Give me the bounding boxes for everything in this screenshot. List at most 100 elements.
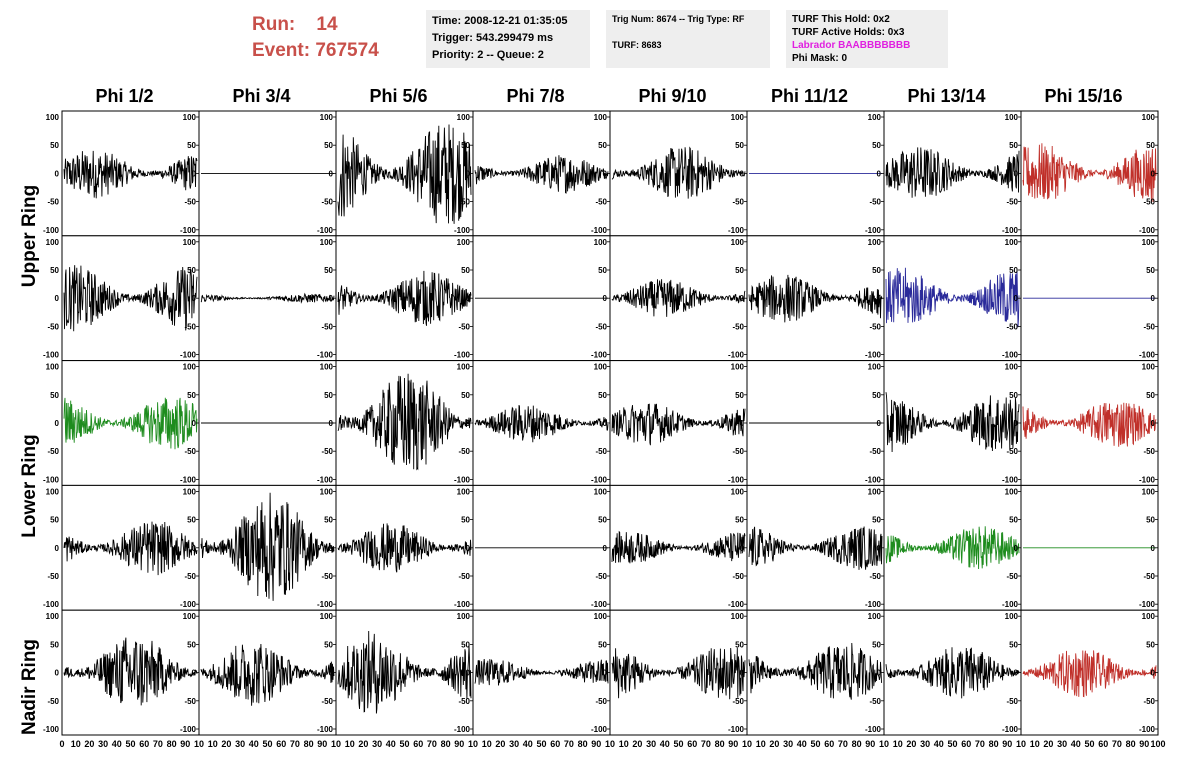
x-tick-label: 40: [112, 739, 122, 749]
y-tick-label: 50: [598, 141, 607, 150]
y-tick-label: 50: [872, 391, 881, 400]
x-tick-label: 60: [550, 739, 560, 749]
trig-num-text: Trig Num: 8674 -- Trig Type: RF: [612, 14, 745, 24]
y-tick-label: 50: [50, 640, 59, 649]
waveform-trace: [337, 523, 472, 573]
x-tick-label: 80: [852, 739, 862, 749]
y-tick-label: -100: [43, 600, 60, 609]
y-tick-label: -50: [1143, 198, 1155, 207]
y-tick-label: 0: [740, 169, 745, 178]
y-tick-label: 0: [603, 294, 608, 303]
x-tick-label: 20: [495, 739, 505, 749]
y-tick-label: -50: [47, 447, 59, 456]
y-tick-label: -50: [1006, 198, 1018, 207]
y-tick-label: -100: [317, 351, 334, 360]
x-tick-label: 60: [687, 739, 697, 749]
y-tick-label: -100: [43, 475, 60, 484]
y-tick-label: -50: [869, 447, 881, 456]
y-tick-label: -100: [865, 226, 882, 235]
y-tick-label: -100: [591, 226, 608, 235]
y-tick-label: -100: [728, 600, 745, 609]
y-tick-label: 100: [1005, 487, 1019, 496]
waveform-trace: [1022, 143, 1157, 202]
x-tick-label: 10: [194, 739, 204, 749]
y-tick-label: 100: [320, 363, 334, 372]
y-tick-label: 0: [877, 669, 882, 678]
waveform-trace: [200, 643, 335, 706]
y-tick-label: 100: [868, 113, 882, 122]
run-value: 14: [316, 14, 338, 35]
x-tick-label: 10: [345, 739, 355, 749]
run-label: Run:: [252, 14, 296, 35]
y-tick-label: 100: [320, 612, 334, 621]
y-tick-label: -50: [1143, 697, 1155, 706]
y-tick-label: -50: [321, 198, 333, 207]
turf-text: TURF: 8683: [612, 40, 662, 50]
x-tick-label: 60: [1098, 739, 1108, 749]
y-tick-label: -50: [1006, 697, 1018, 706]
trig-info-box: Trig Num: 8674 -- Trig Type: RF TURF: 86…: [606, 10, 770, 68]
y-tick-label: 100: [457, 487, 471, 496]
y-tick-label: -50: [869, 572, 881, 581]
y-tick-label: -100: [591, 351, 608, 360]
waveform-trace: [611, 530, 746, 564]
y-tick-label: 50: [187, 141, 196, 150]
y-tick-label: 50: [1009, 640, 1018, 649]
time-info-box: Time: 2008-12-21 01:35:05 Trigger: 543.2…: [426, 10, 590, 68]
y-tick-label: 100: [868, 487, 882, 496]
y-tick-label: 100: [1142, 238, 1156, 247]
waveform-trace: [611, 647, 746, 700]
y-tick-label: 50: [461, 141, 470, 150]
x-tick-label: 10: [331, 739, 341, 749]
y-tick-label: 0: [1014, 544, 1019, 553]
waveform-trace: [337, 373, 472, 471]
x-tick-label: 40: [934, 739, 944, 749]
y-tick-label: -100: [43, 725, 60, 734]
x-tick-label: 70: [427, 739, 437, 749]
y-tick-label: 50: [735, 266, 744, 275]
y-tick-label: 0: [466, 544, 471, 553]
y-tick-label: 100: [868, 238, 882, 247]
y-tick-label: -100: [454, 600, 471, 609]
column-header-phi-15-16: Phi 15/16: [1044, 86, 1123, 106]
x-tick-label: 50: [536, 739, 546, 749]
waveform-trace: [748, 642, 883, 700]
y-tick-label: -50: [321, 447, 333, 456]
y-tick-label: -100: [865, 600, 882, 609]
y-tick-label: 100: [594, 113, 608, 122]
y-tick-label: 0: [740, 669, 745, 678]
y-tick-label: 0: [877, 169, 882, 178]
x-tick-label: 10: [879, 739, 889, 749]
column-header-phi-13-14: Phi 13/14: [907, 86, 986, 106]
y-tick-label: 100: [46, 487, 60, 496]
y-tick-label: 50: [872, 141, 881, 150]
y-tick-label: -50: [1006, 572, 1018, 581]
y-tick-label: 100: [46, 238, 60, 247]
y-tick-label: -100: [865, 475, 882, 484]
y-tick-label: 0: [329, 169, 334, 178]
y-tick-label: 100: [457, 238, 471, 247]
y-tick-label: 50: [1146, 266, 1155, 275]
y-tick-label: 50: [461, 640, 470, 649]
waveform-trace: [200, 292, 335, 304]
column-header-phi-11-12: Phi 11/12: [770, 86, 849, 106]
waveform-trace: [337, 270, 472, 326]
y-tick-label: 0: [1151, 419, 1156, 428]
y-tick-label: 50: [50, 516, 59, 525]
x-tick-label: 40: [523, 739, 533, 749]
y-tick-label: -100: [317, 600, 334, 609]
y-tick-label: -50: [458, 572, 470, 581]
y-tick-label: -100: [1139, 600, 1156, 609]
y-tick-label: -50: [869, 198, 881, 207]
y-tick-label: 0: [192, 419, 197, 428]
y-tick-label: 0: [877, 294, 882, 303]
y-tick-label: 50: [50, 141, 59, 150]
y-tick-label: 0: [55, 169, 60, 178]
x-tick-label: 20: [84, 739, 94, 749]
y-tick-label: 0: [55, 544, 60, 553]
y-tick-label: -100: [1002, 475, 1019, 484]
y-tick-label: 100: [46, 363, 60, 372]
x-tick-label: 30: [646, 739, 656, 749]
run-event-box: Run: 14 Event: 767574: [252, 12, 379, 64]
waveform-trace: [337, 124, 472, 224]
